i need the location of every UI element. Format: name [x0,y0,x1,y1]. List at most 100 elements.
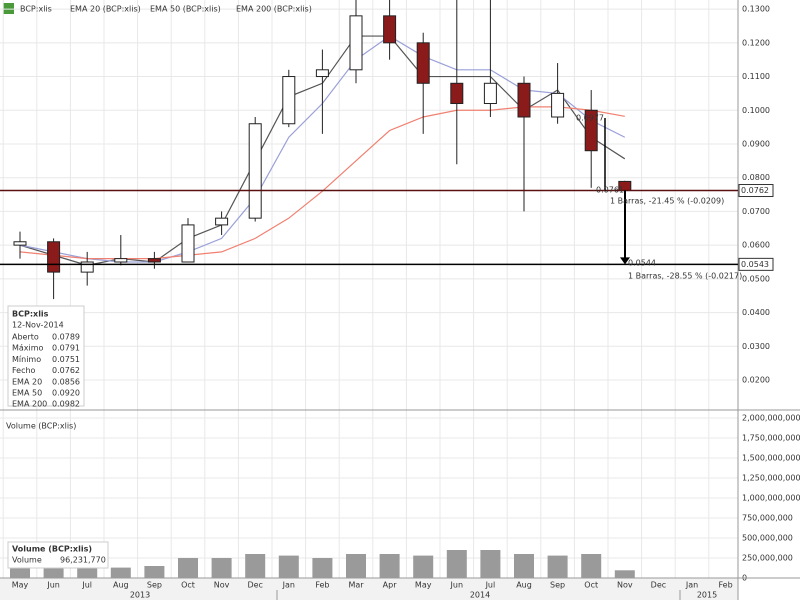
candle-body [383,15,397,44]
volume-box [7,541,109,569]
annotation: 1 Barras, -21.45 % (-0.0209) [610,197,724,206]
info-label: Fecho [12,366,36,375]
x-axis-band [0,578,738,600]
candle-body [416,42,430,84]
info-value: 0.0920 [52,389,80,398]
volume-bar [346,554,366,578]
y-tick-label: 2,000,000,000 [742,414,800,423]
year-label: 2014 [470,591,490,600]
candle-body [282,76,296,125]
info-value: 0.0856 [52,377,80,386]
legend-entry[interactable]: EMA 50 (BCP:xlis) [150,5,221,14]
volume-bar [547,555,568,578]
volume-bar [413,555,434,578]
info-label: EMA 200 [12,400,47,409]
info-label: Aberto [12,333,39,342]
annotation: 0.0544 [628,259,656,268]
volume-box-title: Volume (BCP:xlis) [12,545,92,554]
y-tick-label: 1,500,000,000 [742,454,800,463]
info-value: 0.0751 [52,355,80,364]
x-tick-label: Sep [550,581,565,590]
x-tick-label: Oct [584,581,598,590]
y-tick-label: 500,000,000 [742,534,793,543]
info-value: 0.0982 [52,400,80,409]
info-label: Mínimo [12,355,41,364]
volume-bar [211,558,232,578]
y-tick-label: 1,750,000,000 [742,434,800,443]
candle-body [147,258,161,263]
candle-body [483,82,497,105]
info-date: 12-Nov-2014 [12,321,64,330]
volume-bar [278,555,299,578]
x-tick-label: Jul [81,581,92,590]
volume-bar [144,566,165,578]
legend-entry[interactable]: EMA 200 (BCP:xlis) [236,5,312,14]
x-tick-label: Nov [617,581,633,590]
volume-bar [480,550,501,578]
y-tick-label: 0.0600 [742,241,770,250]
info-value: 0.0762 [52,366,80,375]
y-tick-label: 0.0200 [742,376,770,385]
x-tick-label: Dec [651,581,666,590]
y-tick-label: 0.0900 [742,139,770,148]
level-tag [738,257,774,271]
candle-body [47,241,61,273]
candle-body [584,109,598,152]
y-tick-label: 0.0500 [742,274,770,283]
x-tick-label: Sep [147,581,162,590]
y-tick-label: 0.0800 [742,173,770,182]
x-tick-label: Aug [516,581,532,590]
info-title: BCP:xlis [12,310,49,319]
legend-entry[interactable]: BCP:xlis [20,5,52,14]
legend-entry[interactable]: Volume (BCP:xlis) [6,422,76,431]
y-tick-label: 1,250,000,000 [742,474,800,483]
info-label: EMA 50 [12,389,42,398]
volume-bar [110,567,131,578]
x-tick-label: Apr [383,581,398,590]
candle-body [80,261,94,273]
x-tick-label: May [415,581,432,590]
candle-body [517,82,531,118]
y-tick-label: 0.1000 [742,106,770,115]
y-tick-label: 0.1100 [742,72,770,81]
x-tick-label: Feb [315,581,329,590]
info-value: 0.0789 [52,333,80,342]
annotation: 0.0761 [596,186,624,195]
y-tick-label: 750,000,000 [742,514,793,523]
y-tick-label: 0.0300 [742,342,770,351]
volume-bar [614,570,635,578]
volume-bar [446,550,467,578]
x-tick-label: Dec [247,581,262,590]
x-tick-label: Nov [214,581,230,590]
x-tick-label: Jul [485,581,496,590]
y-tick-label: 1,000,000,000 [742,494,800,503]
volume-bar [178,558,198,578]
y-tick-label: 0.0400 [742,308,770,317]
annotation: 0.0977 [576,114,604,123]
x-tick-label: Mar [348,581,364,590]
volume-box-label: Volume [12,556,42,565]
volume-bar [312,558,333,578]
info-label: Máximo [12,344,44,353]
x-tick-label: Jun [450,581,464,590]
x-tick-label: Jan [282,581,295,590]
candle-body [349,15,363,71]
legend-entry[interactable]: EMA 20 (BCP:xlis) [70,5,141,14]
x-tick-label: Oct [181,581,195,590]
volume-bar [379,554,400,578]
volume-bar [514,554,534,578]
candle-body [181,224,195,263]
info-value: 0.0791 [52,344,80,353]
x-tick-label: May [12,581,29,590]
y-tick-label: 0.0700 [742,207,770,216]
level-label: 0.0543 [741,260,769,269]
x-tick-label: Aug [113,581,129,590]
annotation: 1 Barras, -28.55 % (-0.0217) [628,272,742,281]
candle-body [450,82,464,105]
candle-body [551,92,565,118]
logo [3,3,14,14]
year-label: 2015 [697,591,717,600]
volume-bar [245,554,266,578]
